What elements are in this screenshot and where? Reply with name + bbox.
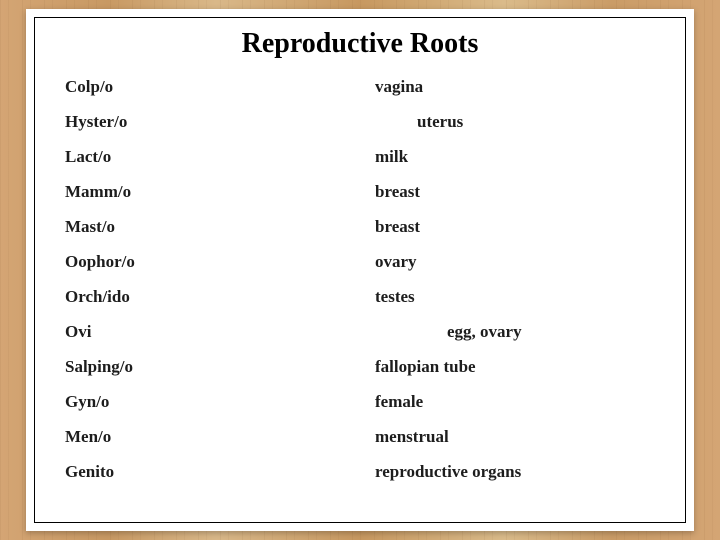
slide-title: Reproductive Roots (65, 28, 655, 60)
root-term: Mamm/o (65, 183, 375, 218)
root-term: Salping/o (65, 358, 375, 393)
table-row: Oophor/oovary (65, 253, 655, 288)
table-row: Mamm/obreast (65, 183, 655, 218)
root-term: Lact/o (65, 148, 375, 183)
root-meaning: breast (375, 183, 655, 218)
root-term: Genito (65, 463, 375, 498)
inner-border: Reproductive Roots Colp/ovaginaHyster/ou… (34, 17, 686, 523)
root-meaning: reproductive organs (375, 463, 655, 498)
table-row: Mast/obreast (65, 218, 655, 253)
table-row: Colp/ovagina (65, 78, 655, 113)
root-meaning: menstrual (375, 428, 655, 463)
table-row: Hyster/outerus (65, 113, 655, 148)
root-meaning: milk (375, 148, 655, 183)
table-row: Gyn/ofemale (65, 393, 655, 428)
root-meaning: egg, ovary (375, 323, 655, 358)
root-meaning: testes (375, 288, 655, 323)
root-term: Men/o (65, 428, 375, 463)
root-term: Gyn/o (65, 393, 375, 428)
roots-table: Colp/ovaginaHyster/outerusLact/omilkMamm… (65, 78, 655, 498)
root-term: Hyster/o (65, 113, 375, 148)
root-term: Ovi (65, 323, 375, 358)
table-row: Lact/omilk (65, 148, 655, 183)
root-term: Oophor/o (65, 253, 375, 288)
root-meaning: vagina (375, 78, 655, 113)
root-meaning: female (375, 393, 655, 428)
table-row: Oviegg, ovary (65, 323, 655, 358)
root-term: Colp/o (65, 78, 375, 113)
table-row: Men/omenstrual (65, 428, 655, 463)
root-term: Orch/ido (65, 288, 375, 323)
root-term: Mast/o (65, 218, 375, 253)
root-meaning: breast (375, 218, 655, 253)
table-row: Salping/ofallopian tube (65, 358, 655, 393)
root-meaning: ovary (375, 253, 655, 288)
slide-card: Reproductive Roots Colp/ovaginaHyster/ou… (26, 9, 694, 531)
table-row: Orch/idotestes (65, 288, 655, 323)
root-meaning: fallopian tube (375, 358, 655, 393)
root-meaning: uterus (375, 113, 655, 148)
table-row: Genitoreproductive organs (65, 463, 655, 498)
